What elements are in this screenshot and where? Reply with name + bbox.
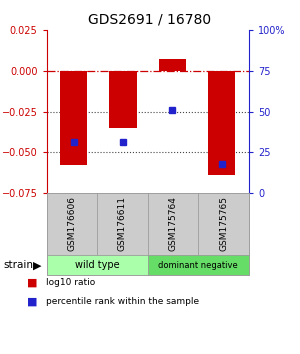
Text: GDS2691 / 16780: GDS2691 / 16780 <box>88 12 212 27</box>
Text: ■: ■ <box>27 297 38 307</box>
Bar <box>110 71 136 128</box>
Text: GSM175765: GSM175765 <box>219 196 228 251</box>
Text: dominant negative: dominant negative <box>158 261 238 270</box>
Text: log10 ratio: log10 ratio <box>46 278 96 287</box>
Bar <box>159 59 186 71</box>
Text: wild type: wild type <box>75 260 119 270</box>
Bar <box>208 71 236 175</box>
Text: GSM176606: GSM176606 <box>67 196 76 251</box>
Text: GSM176611: GSM176611 <box>118 196 127 251</box>
Text: percentile rank within the sample: percentile rank within the sample <box>46 297 200 307</box>
Bar <box>60 71 87 165</box>
Text: strain: strain <box>3 260 33 270</box>
Text: ■: ■ <box>27 278 38 287</box>
Text: ▶: ▶ <box>33 260 41 270</box>
Text: GSM175764: GSM175764 <box>169 196 178 251</box>
